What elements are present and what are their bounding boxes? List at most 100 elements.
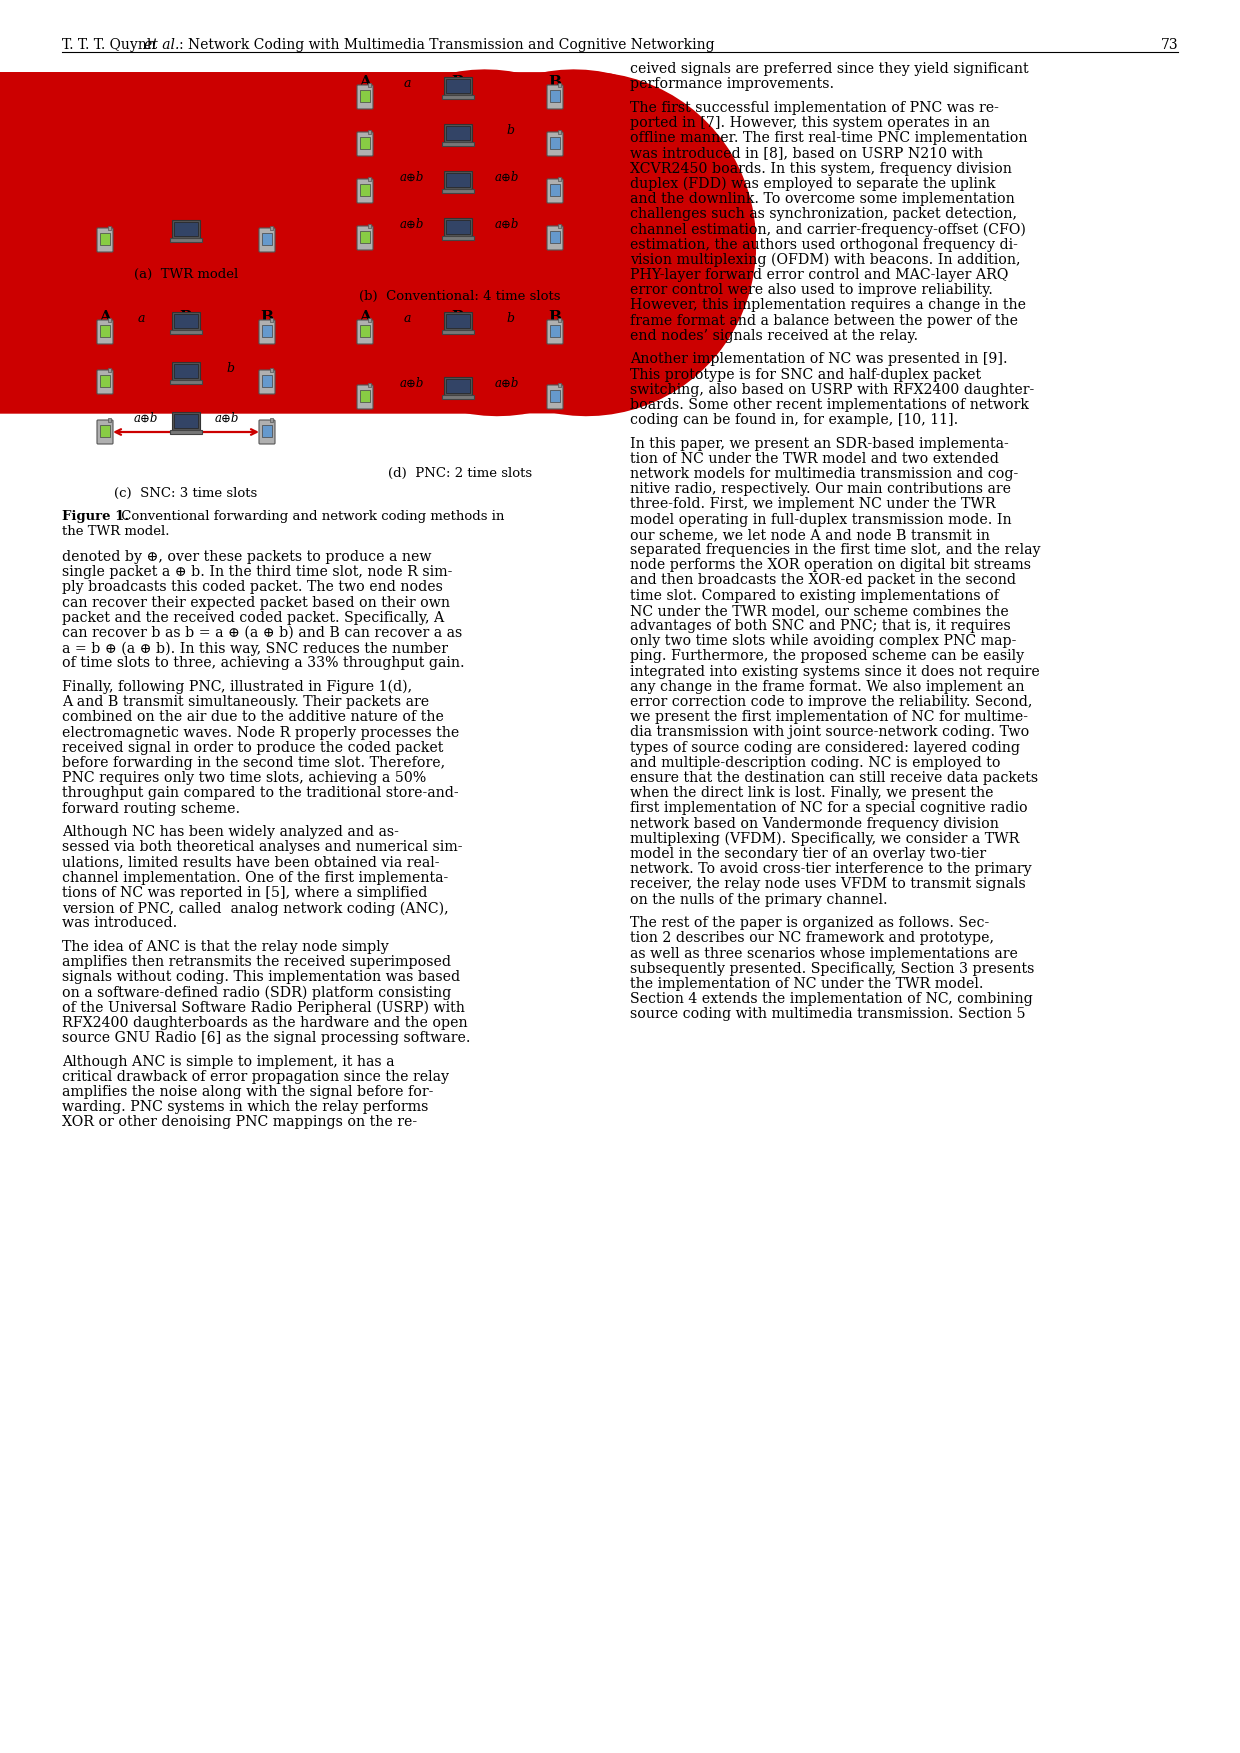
Bar xyxy=(444,217,472,237)
Bar xyxy=(100,233,110,245)
Bar xyxy=(100,324,110,337)
FancyBboxPatch shape xyxy=(259,321,275,344)
Text: throughput gain compared to the traditional store-and-: throughput gain compared to the traditio… xyxy=(62,787,459,801)
Text: denoted by ⊕, over these packets to produce a new: denoted by ⊕, over these packets to prod… xyxy=(62,550,432,564)
Text: tions of NC was reported in [5], where a simplified: tions of NC was reported in [5], where a… xyxy=(62,885,428,899)
Text: before forwarding in the second time slot. Therefore,: before forwarding in the second time slo… xyxy=(62,756,445,770)
Bar xyxy=(551,89,560,102)
FancyBboxPatch shape xyxy=(547,84,563,109)
Bar xyxy=(551,137,560,149)
Bar xyxy=(262,375,272,387)
Text: R: R xyxy=(180,198,192,212)
Bar xyxy=(170,429,202,435)
Text: dia transmission with joint source-network coding. Two: dia transmission with joint source-netwo… xyxy=(630,726,1029,740)
Text: as well as three scenarios whose implementations are: as well as three scenarios whose impleme… xyxy=(630,947,1018,961)
Text: ceived signals are preferred since they yield significant: ceived signals are preferred since they … xyxy=(630,61,1029,75)
FancyBboxPatch shape xyxy=(547,386,563,408)
Bar xyxy=(368,177,371,181)
Text: ensure that the destination can still receive data packets: ensure that the destination can still re… xyxy=(630,771,1038,785)
Text: received signal in order to produce the coded packet: received signal in order to produce the … xyxy=(62,742,444,756)
Bar xyxy=(262,233,272,245)
Text: was introduced.: was introduced. xyxy=(62,917,177,931)
FancyBboxPatch shape xyxy=(357,386,373,408)
Bar xyxy=(360,231,370,244)
Bar xyxy=(368,224,371,228)
Text: packet and the received coded packet. Specifically, A: packet and the received coded packet. Sp… xyxy=(62,610,444,624)
Text: 73: 73 xyxy=(1161,39,1178,53)
Text: on a software-defined radio (SDR) platform consisting: on a software-defined radio (SDR) platfo… xyxy=(62,985,451,999)
Bar xyxy=(170,330,202,335)
Text: end nodes’ signals received at the relay.: end nodes’ signals received at the relay… xyxy=(630,330,918,344)
Text: offline manner. The first real-time PNC implementation: offline manner. The first real-time PNC … xyxy=(630,131,1028,145)
Text: switching, also based on USRP with RFX2400 daughter-: switching, also based on USRP with RFX24… xyxy=(630,382,1034,396)
Text: multiplexing (VFDM). Specifically, we consider a TWR: multiplexing (VFDM). Specifically, we co… xyxy=(630,833,1019,847)
Text: Finally, following PNC, illustrated in Figure 1(d),: Finally, following PNC, illustrated in F… xyxy=(62,680,412,694)
Bar xyxy=(262,324,272,337)
Bar xyxy=(360,184,370,196)
Bar xyxy=(270,368,273,372)
FancyBboxPatch shape xyxy=(357,226,373,251)
Text: when the direct link is lost. Finally, we present the: when the direct link is lost. Finally, w… xyxy=(630,787,993,801)
Bar xyxy=(446,174,470,188)
Text: a⊕b: a⊕b xyxy=(495,172,518,184)
Bar xyxy=(558,82,560,88)
Bar xyxy=(558,224,560,228)
Text: channel implementation. One of the first implementa-: channel implementation. One of the first… xyxy=(62,871,448,885)
Text: a⊕b: a⊕b xyxy=(399,377,424,389)
Text: error control were also used to improve reliability.: error control were also used to improve … xyxy=(630,284,993,298)
Text: ply broadcasts this coded packet. The two end nodes: ply broadcasts this coded packet. The tw… xyxy=(62,580,443,594)
Bar xyxy=(170,380,202,384)
Text: b: b xyxy=(506,124,515,137)
Bar xyxy=(441,189,474,193)
Text: sessed via both theoretical analyses and numerical sim-: sessed via both theoretical analyses and… xyxy=(62,840,463,854)
Text: The first successful implementation of PNC was re-: The first successful implementation of P… xyxy=(630,100,999,114)
Text: integrated into existing systems since it does not require: integrated into existing systems since i… xyxy=(630,664,1040,678)
Bar xyxy=(368,130,371,133)
Text: However, this implementation requires a change in the: However, this implementation requires a … xyxy=(630,298,1025,312)
Text: version of PNC, called  analog network coding (ANC),: version of PNC, called analog network co… xyxy=(62,901,449,915)
Text: frame format and a balance between the power of the: frame format and a balance between the p… xyxy=(630,314,1018,328)
Text: Figure 1.: Figure 1. xyxy=(62,510,129,522)
Text: a⊕b: a⊕b xyxy=(215,412,238,424)
Bar xyxy=(174,414,198,428)
Text: R: R xyxy=(451,75,464,89)
Text: a: a xyxy=(404,77,412,89)
Text: Conventional forwarding and network coding methods in: Conventional forwarding and network codi… xyxy=(117,510,505,522)
Bar xyxy=(446,379,470,393)
Text: a⊕b: a⊕b xyxy=(399,172,424,184)
Text: (d)  PNC: 2 time slots: (d) PNC: 2 time slots xyxy=(388,466,532,480)
Text: (c)  SNC: 3 time slots: (c) SNC: 3 time slots xyxy=(114,487,258,500)
Bar xyxy=(100,424,110,436)
Text: source GNU Radio [6] as the signal processing software.: source GNU Radio [6] as the signal proce… xyxy=(62,1031,470,1045)
Text: time slot. Compared to existing implementations of: time slot. Compared to existing implemen… xyxy=(630,589,999,603)
Bar xyxy=(360,137,370,149)
Text: first implementation of NC for a special cognitive radio: first implementation of NC for a special… xyxy=(630,801,1028,815)
Text: XOR or other denoising PNC mappings on the re-: XOR or other denoising PNC mappings on t… xyxy=(62,1115,417,1129)
Bar xyxy=(174,365,198,379)
Bar xyxy=(444,377,472,394)
Text: network based on Vandermonde frequency division: network based on Vandermonde frequency d… xyxy=(630,817,999,831)
Text: and then broadcasts the XOR-ed packet in the second: and then broadcasts the XOR-ed packet in… xyxy=(630,573,1016,587)
Text: of time slots to three, achieving a 33% throughput gain.: of time slots to three, achieving a 33% … xyxy=(62,656,465,670)
Bar xyxy=(551,324,560,337)
Text: signals without coding. This implementation was based: signals without coding. This implementat… xyxy=(62,969,460,983)
Text: advantages of both SNC and PNC; that is, it requires: advantages of both SNC and PNC; that is,… xyxy=(630,619,1011,633)
Text: model operating in full-duplex transmission mode. In: model operating in full-duplex transmiss… xyxy=(630,512,1012,526)
Text: A: A xyxy=(99,310,110,324)
Bar xyxy=(108,317,112,323)
Text: any change in the frame format. We also implement an: any change in the frame format. We also … xyxy=(630,680,1024,694)
Text: combined on the air due to the additive nature of the: combined on the air due to the additive … xyxy=(62,710,444,724)
Bar xyxy=(270,226,273,230)
Text: a⊕b: a⊕b xyxy=(399,217,424,231)
Bar xyxy=(441,142,474,145)
Bar xyxy=(360,324,370,337)
FancyBboxPatch shape xyxy=(357,131,373,156)
Text: vision multiplexing (OFDM) with beacons. In addition,: vision multiplexing (OFDM) with beacons.… xyxy=(630,252,1021,266)
FancyBboxPatch shape xyxy=(97,228,113,252)
Bar xyxy=(446,219,470,233)
Bar xyxy=(441,237,474,240)
FancyBboxPatch shape xyxy=(357,84,373,109)
Bar xyxy=(441,330,474,335)
Bar xyxy=(446,126,470,140)
Text: The rest of the paper is organized as follows. Sec-: The rest of the paper is organized as fo… xyxy=(630,917,990,931)
